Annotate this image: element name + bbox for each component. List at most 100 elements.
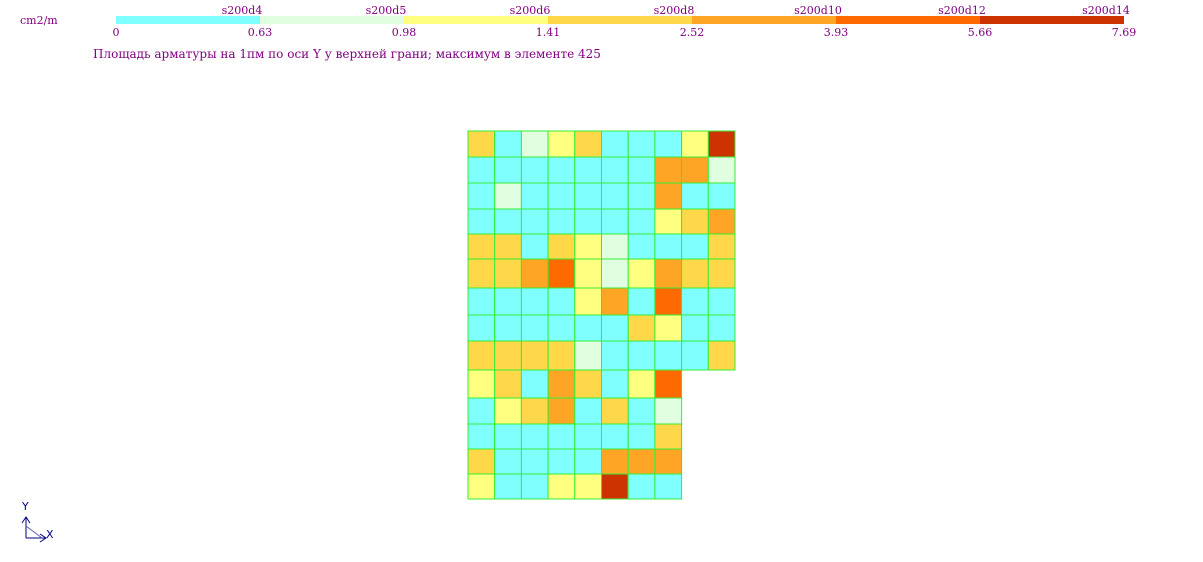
mesh-element xyxy=(627,314,656,342)
mesh-element xyxy=(467,314,496,342)
mesh-element xyxy=(520,448,549,475)
mesh-element xyxy=(654,130,683,158)
mesh-element xyxy=(627,182,656,210)
mesh-element xyxy=(601,233,629,260)
mesh-element xyxy=(574,156,602,184)
mesh-element xyxy=(467,130,496,158)
mesh-element xyxy=(520,340,549,371)
mesh-element xyxy=(707,233,736,260)
mesh-element xyxy=(547,369,576,399)
mesh-element xyxy=(601,156,629,184)
legend-swatch-s200d8 xyxy=(548,16,692,24)
mesh-element xyxy=(574,369,602,399)
mesh-element xyxy=(467,448,496,475)
mesh-element xyxy=(467,156,496,184)
mesh-element xyxy=(547,423,576,450)
mesh-element xyxy=(520,156,549,184)
mesh-element xyxy=(520,130,549,158)
mesh-element xyxy=(707,208,736,235)
mesh-element xyxy=(467,340,496,371)
mesh-element xyxy=(627,156,656,184)
mesh-element xyxy=(520,233,549,260)
mesh-element xyxy=(520,397,549,425)
mesh-element xyxy=(627,423,656,450)
mesh-element xyxy=(494,156,522,184)
mesh-element xyxy=(681,340,709,371)
mesh-element xyxy=(494,314,522,342)
mesh-element xyxy=(654,369,683,399)
mesh-element xyxy=(574,182,602,210)
legend-bin-labels: s200d4 s200d5 s200d6 s200d8 s200d10 s200d12 s2… xyxy=(0,4,1203,18)
mesh-element xyxy=(547,156,576,184)
mesh-element xyxy=(574,448,602,475)
mesh-element xyxy=(654,156,683,184)
mesh-element xyxy=(547,397,576,425)
legend-threshold-label: 2.52 xyxy=(679,26,705,39)
mesh-element xyxy=(494,130,522,158)
mesh-element xyxy=(547,258,576,289)
mesh-element xyxy=(467,258,496,289)
mesh-element xyxy=(494,423,522,450)
mesh-element xyxy=(681,258,709,289)
mesh-element xyxy=(547,473,576,500)
legend-swatch-s200d10 xyxy=(692,16,836,24)
mesh-element xyxy=(654,314,683,342)
mesh-element xyxy=(627,258,656,289)
legend-bin-label: s200d5 xyxy=(365,4,407,17)
legend-threshold-label: 0 xyxy=(112,26,120,39)
legend-bin-label: s200d10 xyxy=(794,4,842,17)
mesh-element xyxy=(627,130,656,158)
mesh-element xyxy=(467,423,496,450)
mesh-element xyxy=(601,397,629,425)
mesh-element xyxy=(467,473,496,500)
legend-bin-label: s200d12 xyxy=(938,4,986,17)
mesh-element xyxy=(494,182,522,210)
mesh-element xyxy=(601,182,629,210)
mesh-element xyxy=(494,340,522,371)
mesh-element xyxy=(654,397,683,425)
mesh-element xyxy=(601,208,629,235)
mesh-element xyxy=(547,314,576,342)
mesh-element xyxy=(574,473,602,500)
mesh-element xyxy=(627,287,656,316)
legend-swatch-s200d5 xyxy=(260,16,404,24)
mesh-element xyxy=(574,314,602,342)
mesh-element xyxy=(520,258,549,289)
mesh-element xyxy=(707,340,736,371)
mesh-element xyxy=(627,369,656,399)
mesh-element xyxy=(520,369,549,399)
mesh-element xyxy=(574,423,602,450)
mesh-element xyxy=(601,314,629,342)
mesh-element xyxy=(547,448,576,475)
legend-bin-label: s200d14 xyxy=(1082,4,1130,17)
mesh-element xyxy=(547,233,576,260)
mesh-element xyxy=(627,233,656,260)
legend-threshold-label: 1.41 xyxy=(535,26,561,39)
legend-threshold-label: 0.98 xyxy=(391,26,417,39)
mesh-element xyxy=(654,423,683,450)
mesh-element xyxy=(467,397,496,425)
mesh-element xyxy=(707,130,736,158)
y-axis-label: Y xyxy=(22,500,29,513)
mesh-element xyxy=(494,287,522,316)
mesh-element xyxy=(654,448,683,475)
mesh-element xyxy=(627,208,656,235)
mesh-element xyxy=(520,208,549,235)
mesh-element xyxy=(467,287,496,316)
mesh-element xyxy=(520,423,549,450)
color-scale-bar xyxy=(116,16,1124,24)
mesh-element xyxy=(627,448,656,475)
mesh-element xyxy=(681,208,709,235)
mesh-element xyxy=(467,369,496,399)
axis-triad-icon: Y X xyxy=(18,498,58,548)
legend-threshold-labels: 0 0.63 0.98 1.41 2.52 3.93 5.66 7.69 xyxy=(0,26,1203,40)
mesh-element xyxy=(467,208,496,235)
mesh-element xyxy=(654,258,683,289)
mesh-element xyxy=(681,130,709,158)
mesh-element xyxy=(574,397,602,425)
mesh-element xyxy=(547,182,576,210)
mesh-element xyxy=(654,233,683,260)
mesh-element xyxy=(574,340,602,371)
mesh-element xyxy=(627,397,656,425)
